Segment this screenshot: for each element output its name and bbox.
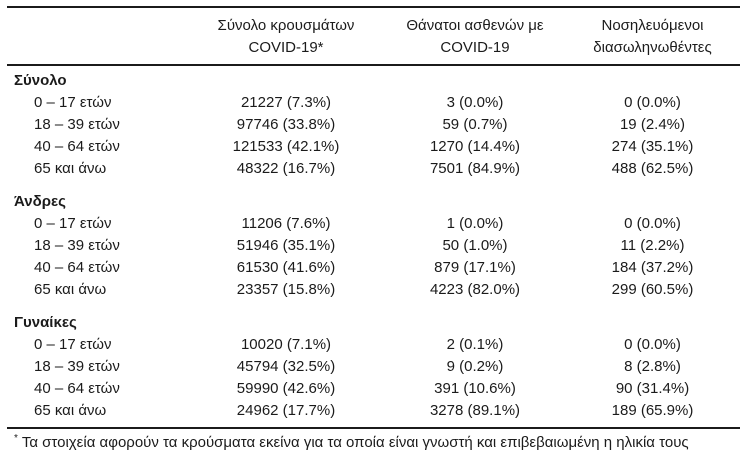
- cell-intubated: 488 (62.5%): [611, 160, 694, 177]
- cell-deaths: 4223 (82.0%): [429, 281, 521, 298]
- cell-deaths: 3 (0.0%): [446, 94, 504, 111]
- column-header-deaths-line2: COVID-19: [440, 39, 510, 56]
- row-label: 65 και άνω: [34, 402, 107, 419]
- table-row: 0 – 17 ετών 10020 (7.1%) 2 (0.1%) 0 (0.0…: [7, 334, 740, 356]
- column-header-cases-line1: Σύνολο κρουσμάτων: [217, 17, 355, 34]
- cell-deaths: 879 (17.1%): [434, 259, 516, 276]
- cell-deaths: 2 (0.1%): [446, 336, 504, 353]
- table-row: 65 και άνω 23357 (15.8%) 4223 (82.0%) 29…: [7, 279, 740, 301]
- cell-intubated: 189 (65.9%): [611, 402, 694, 419]
- column-header-deaths: Θάνατοι ασθενών με COVID-19: [385, 15, 565, 59]
- cell-intubated: 90 (31.4%): [615, 380, 690, 397]
- table-row: 0 – 17 ετών 11206 (7.6%) 1 (0.0%) 0 (0.0…: [7, 213, 740, 235]
- table-row: 18 – 39 ετών 97746 (33.8%) 59 (0.7%) 19 …: [7, 114, 740, 136]
- cell-cases: 97746 (33.8%): [236, 116, 336, 133]
- cell-intubated: 299 (60.5%): [611, 281, 694, 298]
- column-header-cases-line2: COVID-19*: [248, 39, 324, 56]
- column-header-intubated: Νοσηλευόμενοι διασωληνωθέντες: [565, 15, 740, 59]
- cell-deaths: 9 (0.2%): [446, 358, 504, 375]
- bottom-rule: [7, 427, 740, 429]
- row-label: 40 – 64 ετών: [34, 259, 120, 276]
- top-rule: [7, 6, 740, 8]
- row-label: 0 – 17 ετών: [34, 94, 112, 111]
- cell-intubated: 0 (0.0%): [624, 94, 681, 111]
- footnote: * Τα στοιχεία αφορούν τα κρούσματα εκείν…: [7, 429, 740, 453]
- cell-cases: 21227 (7.3%): [240, 94, 332, 111]
- section-header-row: Γυναίκες: [7, 301, 740, 334]
- section-label-women: Γυναίκες: [14, 314, 77, 331]
- cell-deaths: 59 (0.7%): [442, 116, 508, 133]
- cell-cases: 51946 (35.1%): [236, 237, 336, 254]
- table-row: 65 και άνω 24962 (17.7%) 3278 (89.1%) 18…: [7, 400, 740, 422]
- table-row: 40 – 64 ετών 121533 (42.1%) 1270 (14.4%)…: [7, 136, 740, 158]
- cell-intubated: 0 (0.0%): [624, 215, 681, 232]
- cell-intubated: 19 (2.4%): [619, 116, 686, 133]
- column-header-intubated-line1: Νοσηλευόμενοι: [601, 17, 704, 34]
- cell-deaths: 391 (10.6%): [434, 380, 516, 397]
- section-header-row: Άνδρες: [7, 180, 740, 213]
- section-label-total: Σύνολο: [14, 72, 67, 89]
- row-label: 65 και άνω: [34, 281, 107, 298]
- cell-deaths: 50 (1.0%): [442, 237, 508, 254]
- cell-cases: 61530 (41.6%): [236, 259, 336, 276]
- cell-cases: 10020 (7.1%): [240, 336, 332, 353]
- row-label: 0 – 17 ετών: [34, 336, 112, 353]
- cell-deaths: 1270 (14.4%): [429, 138, 521, 155]
- column-header-intubated-line2: διασωληνωθέντες: [593, 39, 712, 56]
- cell-cases: 59990 (42.6%): [236, 380, 336, 397]
- row-label: 18 – 39 ετών: [34, 116, 120, 133]
- cell-cases: 24962 (17.7%): [236, 402, 336, 419]
- cell-cases: 11206 (7.6%): [241, 215, 331, 232]
- cell-cases: 48322 (16.7%): [236, 160, 336, 177]
- table-row: 18 – 39 ετών 51946 (35.1%) 50 (1.0%) 11 …: [7, 235, 740, 257]
- row-label: 40 – 64 ετών: [34, 138, 120, 155]
- row-label: 65 και άνω: [34, 160, 107, 177]
- table-row: 40 – 64 ετών 59990 (42.6%) 391 (10.6%) 9…: [7, 378, 740, 400]
- section-women: Γυναίκες 0 – 17 ετών 10020 (7.1%) 2 (0.1…: [7, 301, 740, 422]
- cell-intubated: 8 (2.8%): [624, 358, 681, 375]
- section-label-men: Άνδρες: [14, 193, 66, 210]
- column-header-cases: Σύνολο κρουσμάτων COVID-19*: [187, 15, 385, 59]
- cell-intubated: 0 (0.0%): [624, 336, 681, 353]
- cell-intubated: 274 (35.1%): [611, 138, 694, 155]
- section-total: Σύνολο 0 – 17 ετών 21227 (7.3%) 3 (0.0%)…: [7, 66, 740, 180]
- section-men: Άνδρες 0 – 17 ετών 11206 (7.6%) 1 (0.0%)…: [7, 180, 740, 301]
- cell-cases: 45794 (32.5%): [236, 358, 336, 375]
- column-header-deaths-line1: Θάνατοι ασθενών με: [406, 17, 544, 34]
- cell-intubated: 11 (2.2%): [620, 237, 685, 254]
- footnote-marker: *: [14, 433, 18, 444]
- table-row: 0 – 17 ετών 21227 (7.3%) 3 (0.0%) 0 (0.0…: [7, 92, 740, 114]
- cell-intubated: 184 (37.2%): [611, 259, 694, 276]
- cell-deaths: 1 (0.0%): [446, 215, 504, 232]
- row-label: 40 – 64 ετών: [34, 380, 120, 397]
- cell-deaths: 7501 (84.9%): [429, 160, 521, 177]
- row-label: 0 – 17 ετών: [34, 215, 112, 232]
- table-row: 18 – 39 ετών 45794 (32.5%) 9 (0.2%) 8 (2…: [7, 356, 740, 378]
- statistics-table: Σύνολο κρουσμάτων COVID-19* Θάνατοι ασθε…: [7, 6, 740, 453]
- row-label: 18 – 39 ετών: [34, 358, 120, 375]
- cell-cases: 23357 (15.8%): [236, 281, 336, 298]
- footnote-text: Τα στοιχεία αφορούν τα κρούσματα εκείνα …: [21, 434, 689, 451]
- table-row: 40 – 64 ετών 61530 (41.6%) 879 (17.1%) 1…: [7, 257, 740, 279]
- table-row: 65 και άνω 48322 (16.7%) 7501 (84.9%) 48…: [7, 158, 740, 180]
- header-rule: [7, 64, 740, 66]
- cell-cases: 121533 (42.1%): [232, 138, 340, 155]
- section-header-row: Σύνολο: [7, 66, 740, 92]
- row-label: 18 – 39 ετών: [34, 237, 120, 254]
- cell-deaths: 3278 (89.1%): [429, 402, 521, 419]
- table-header-row: Σύνολο κρουσμάτων COVID-19* Θάνατοι ασθε…: [7, 8, 740, 64]
